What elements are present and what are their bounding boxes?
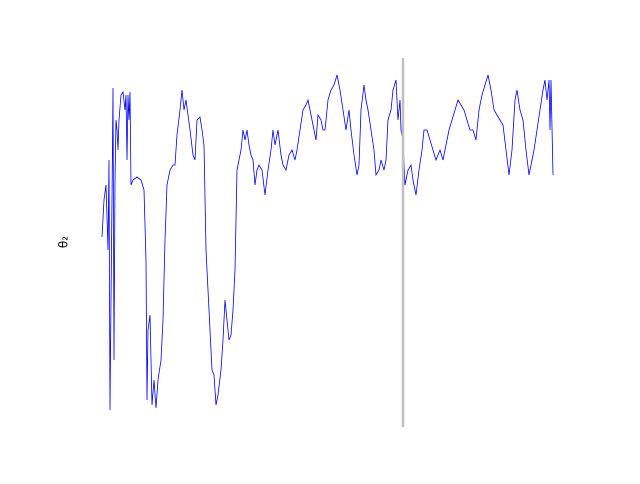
y-axis-label: θ₂	[57, 236, 71, 248]
trace-line	[101, 74, 554, 411]
